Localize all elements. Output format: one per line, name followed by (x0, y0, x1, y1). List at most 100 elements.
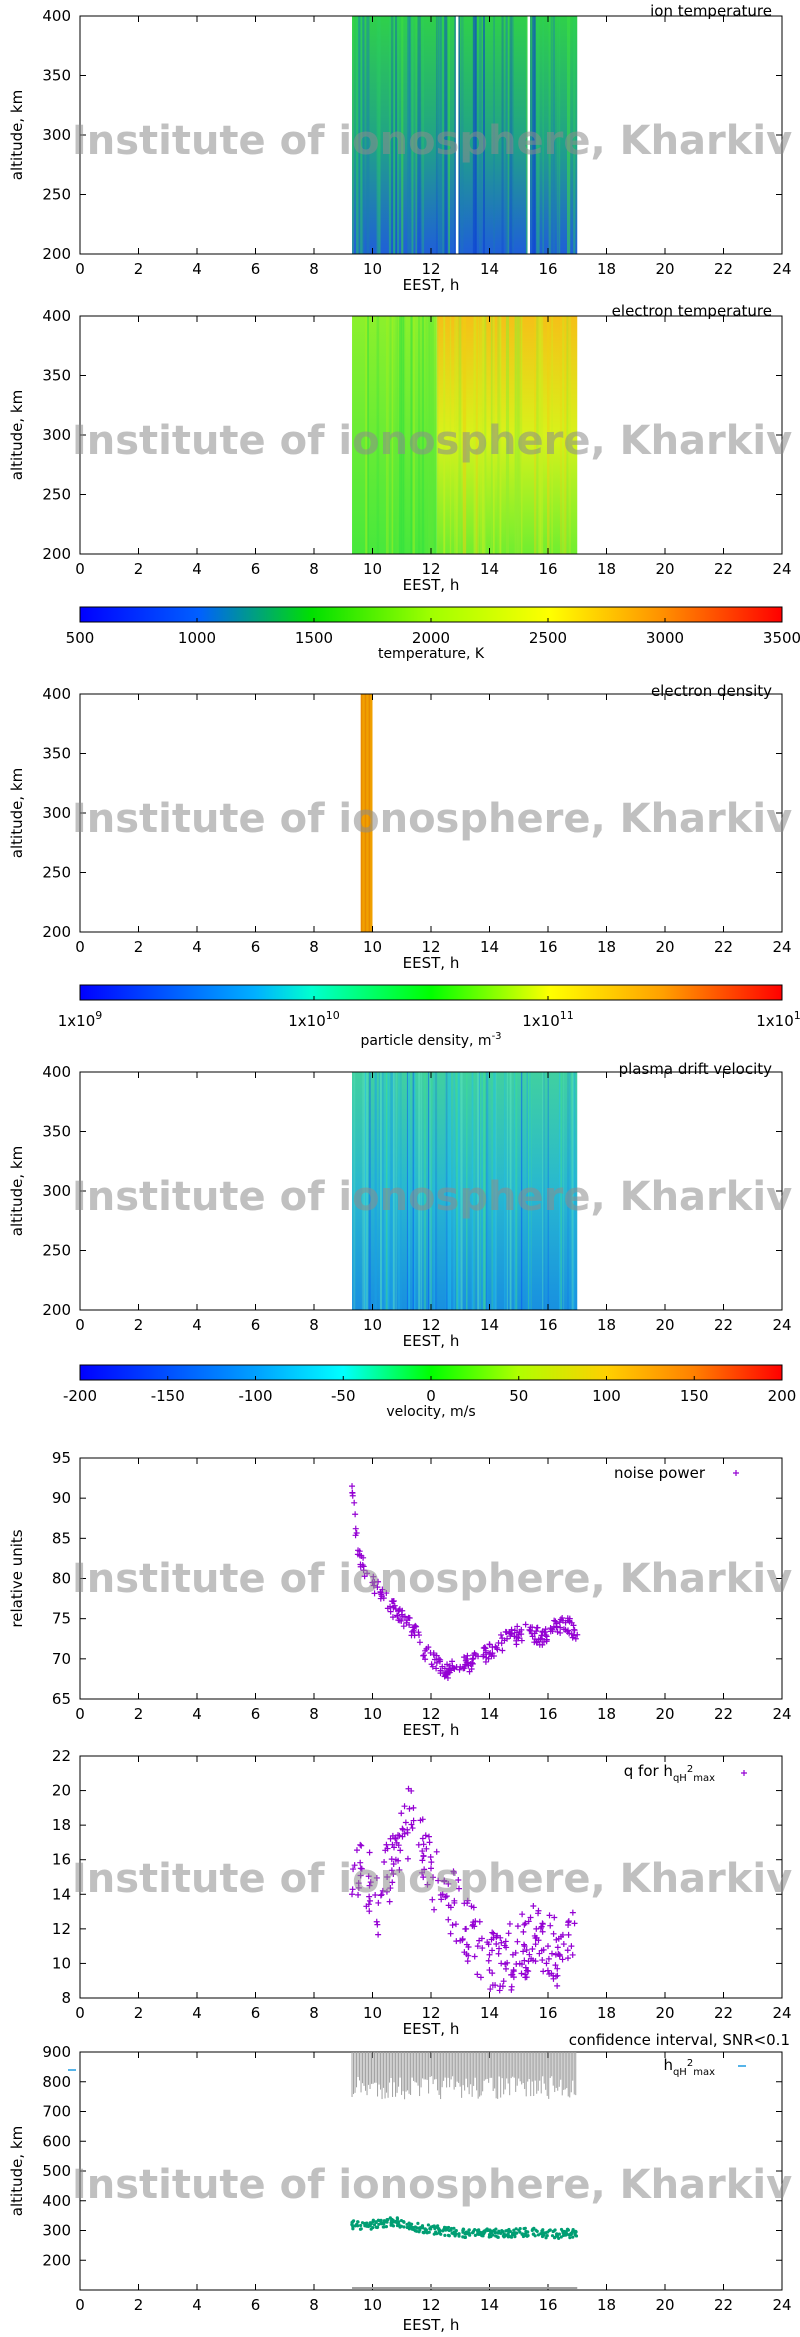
heatmap-cell (477, 1072, 480, 1310)
peak-point (425, 2231, 429, 2235)
q-point (445, 1916, 452, 1923)
peak-point (377, 2222, 381, 2226)
q-point (551, 1914, 558, 1921)
q-point (375, 1899, 382, 1906)
peak-point (366, 2224, 371, 2229)
q-point (554, 1972, 561, 1979)
heatmap-cell (406, 1072, 408, 1310)
heatmap-cell (527, 1072, 529, 1310)
heatmap-cell (513, 1072, 516, 1310)
peak-point (461, 2227, 466, 2232)
chart-ion-temperature: 0 2 4 6 8 10 12 14 16 18 20 22 24200250300350400EEST… (8, 2, 792, 294)
q-point (349, 1891, 356, 1898)
y-tick-label: 500 (42, 2162, 71, 2180)
q-point (422, 1832, 429, 1839)
q-point (470, 1919, 477, 1926)
heatmap-cell (536, 16, 540, 254)
q-point (409, 1825, 416, 1832)
noise-point (383, 1590, 390, 1597)
noise-point (420, 1652, 427, 1659)
x-tick-label: 10 (363, 1316, 382, 1334)
x-tick-label: 22 (714, 260, 733, 278)
noise-point (355, 1547, 362, 1554)
noise-point (539, 1628, 546, 1635)
colorbar-tick-label: 3500 (763, 629, 800, 647)
colorbar-tick-label: 1x1012 (756, 1009, 800, 1030)
noise-point (375, 1578, 382, 1585)
peak-point (449, 2228, 453, 2232)
q-point (390, 1871, 397, 1878)
x-tick-label: 4 (192, 260, 202, 278)
x-tick-label: 8 (309, 1316, 319, 1334)
peak-point (452, 2232, 456, 2236)
x-tick-label: 24 (772, 560, 791, 578)
heatmap-cell (399, 316, 402, 554)
peak-point (491, 2233, 495, 2237)
q-point (569, 1951, 576, 1958)
q-point (484, 1939, 491, 1946)
peak-point (506, 2229, 511, 2234)
heatmap-cell (394, 1072, 396, 1310)
heatmap-cell (456, 1072, 459, 1310)
peak-point (374, 2220, 378, 2224)
heatmap-cell (552, 16, 556, 254)
noise-point (570, 1622, 577, 1629)
x-tick-label: 6 (251, 1705, 261, 1723)
peak-point (542, 2233, 546, 2237)
peak-point (439, 2232, 443, 2236)
peak-point (534, 2228, 538, 2232)
q-point (493, 1941, 500, 1948)
noise-point (448, 1667, 455, 1674)
heatmap-cell (454, 316, 457, 554)
q-point (571, 1920, 578, 1927)
q-point (366, 1908, 373, 1915)
noise-point (557, 1616, 564, 1623)
q-point (523, 1946, 530, 1953)
heatmap-cell (388, 1072, 390, 1310)
noise-point (557, 1629, 564, 1636)
heatmap-cell (358, 16, 361, 254)
legend-sub2: max (693, 1773, 715, 1784)
legend2-sub: qH (673, 2067, 687, 2078)
q-point (447, 1930, 454, 1937)
peak-point (540, 2229, 544, 2233)
noise-point (439, 1663, 446, 1670)
heatmap-cell (516, 316, 520, 554)
x-tick-label: 16 (538, 1705, 557, 1723)
heatmap-cell (532, 16, 535, 254)
peak-point (359, 2227, 363, 2231)
heatmap-cell (449, 1072, 452, 1310)
q-point (503, 1965, 510, 1972)
heatmap-cell (366, 1072, 368, 1310)
heatmap-cell (475, 316, 478, 554)
heatmap-cell (460, 1072, 463, 1310)
heatmap-cell (412, 1072, 415, 1310)
noise-point (515, 1635, 522, 1642)
y-tick-label: 95 (52, 1449, 71, 1467)
watermark: Institute of ionosphere, Kharkiv (72, 2162, 792, 2208)
y-axis-label: altitude, km (8, 390, 26, 480)
y-tick-label: 200 (42, 245, 71, 263)
noise-point (543, 1636, 550, 1643)
x-tick-label: 22 (714, 1705, 733, 1723)
tick-base: 1x10 (522, 1012, 560, 1030)
x-tick-label: 10 (363, 2004, 382, 2022)
heatmap-cell (425, 316, 427, 554)
y-tick-label: 400 (42, 1063, 71, 1081)
q-point (523, 1967, 530, 1974)
q-point (489, 1947, 496, 1954)
legend-label: noise power (614, 1464, 706, 1482)
noise-point (401, 1613, 408, 1620)
noise-point (400, 1623, 407, 1630)
noise-point (531, 1630, 538, 1637)
x-tick-label: 20 (655, 1705, 674, 1723)
heatmap-cell (364, 1072, 367, 1310)
y-tick-label: 900 (42, 2043, 71, 2061)
x-tick-label: 4 (192, 938, 202, 956)
heatmap-cell (401, 16, 404, 254)
x-tick-label: 16 (538, 560, 557, 578)
noise-point (406, 1615, 413, 1622)
heatmap-cell (418, 1072, 421, 1310)
noise-point (511, 1627, 518, 1634)
